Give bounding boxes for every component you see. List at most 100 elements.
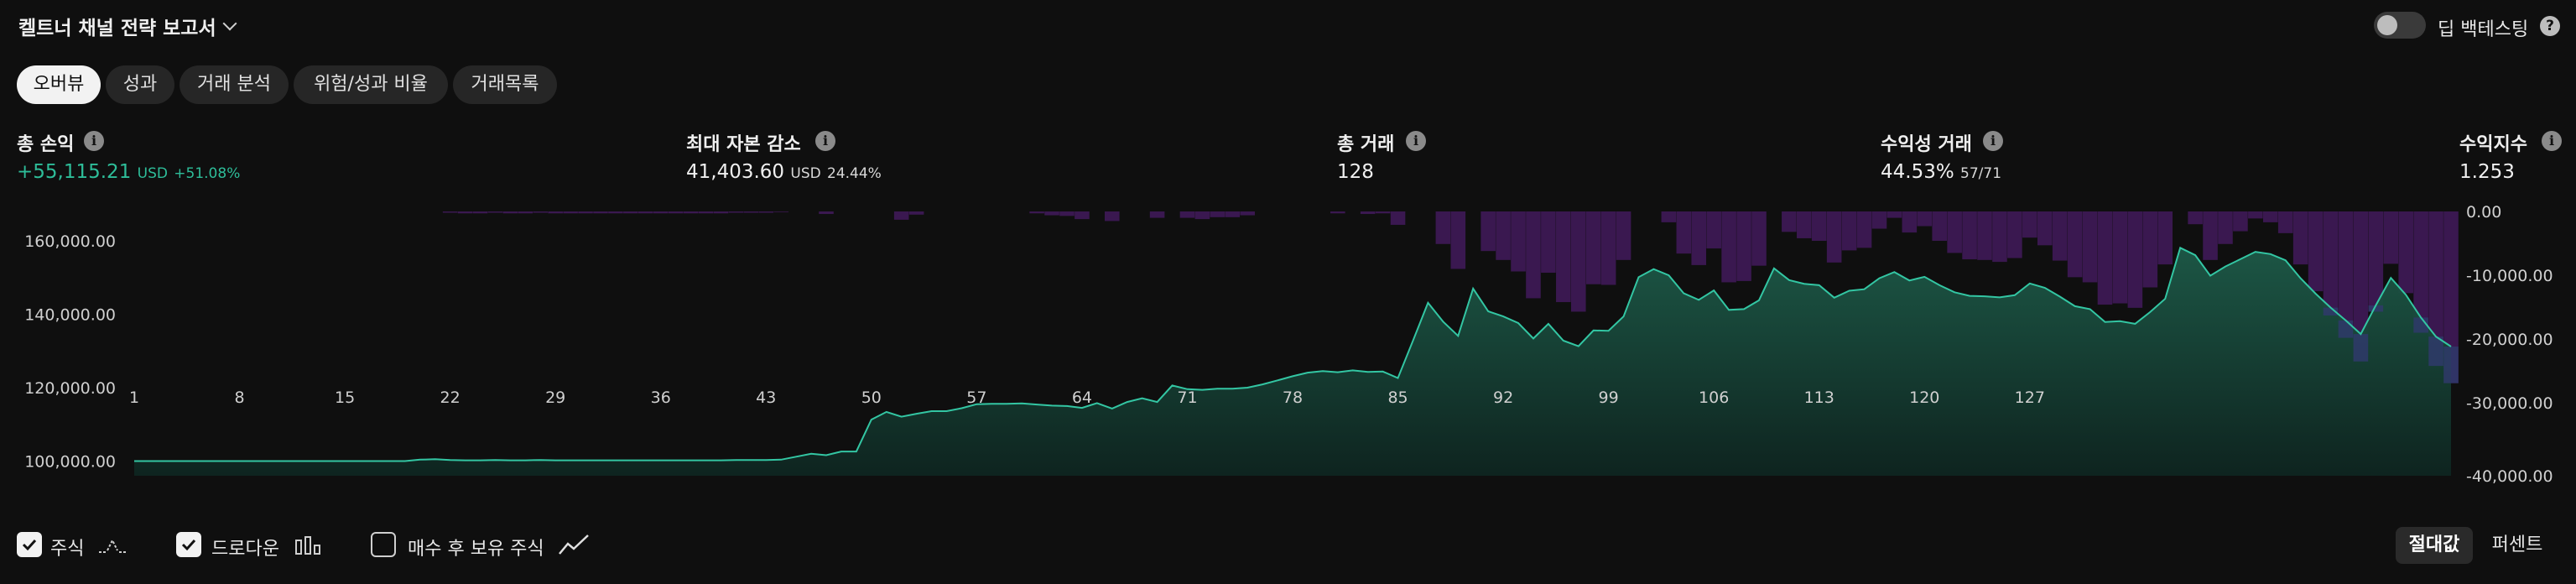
- drawdown-bar: [1556, 211, 1571, 303]
- drawdown-bar: [2007, 211, 2022, 258]
- info-icon[interactable]: i: [1983, 131, 2003, 151]
- drawdown-bar: [2218, 211, 2233, 244]
- drawdown-bar: [1526, 211, 1541, 299]
- drawdown-bar: [518, 211, 533, 214]
- drawdown-bar: [1691, 211, 1707, 265]
- total-trades-value: 128: [1337, 161, 1374, 183]
- drawdown-bar: [1721, 211, 1736, 283]
- net-profit-value: +55,115.21 USD +51.08%: [17, 161, 241, 183]
- tab-overview[interactable]: 오버뷰: [17, 65, 101, 104]
- x-tick-label: 99: [1599, 388, 1619, 407]
- drawdown-bar: [728, 211, 744, 213]
- drawdown-bar: [1570, 211, 1586, 312]
- drawdown-bar: [1917, 211, 1933, 227]
- drawdown-bar: [1330, 211, 1345, 214]
- drawdown-bar: [442, 211, 458, 213]
- profit-factor-label: 수익지수: [2459, 134, 2527, 155]
- drawdown-bar: [1481, 211, 1496, 252]
- drawdown-bar: [638, 211, 653, 214]
- tab-performance[interactable]: 성과: [106, 65, 174, 104]
- drawdown-bar: [2022, 211, 2037, 238]
- drawdown-bar: [2082, 211, 2098, 283]
- drawdown-bar: [1886, 211, 1902, 218]
- drawdown-bar: [668, 211, 684, 214]
- drawdown-bar: [2067, 211, 2083, 278]
- drawdown-bar: [502, 211, 518, 214]
- tab-risk-ratio[interactable]: 위험/성과 비율: [294, 65, 448, 104]
- drawdown-bar: [2443, 211, 2459, 383]
- drawdown-toggle-label: 드로다운: [211, 539, 279, 560]
- drawdown-bar: [1676, 211, 1692, 254]
- tab-trade-analysis[interactable]: 거래 분석: [180, 65, 289, 104]
- x-tick-label: 15: [335, 388, 355, 407]
- drawdown-checkbox[interactable]: [176, 532, 201, 557]
- info-icon[interactable]: i: [2542, 131, 2562, 151]
- drawdown-bar: [1104, 211, 1120, 222]
- profitable-trades-label: 수익성 거래: [1881, 134, 1972, 155]
- drawdown-bar: [1600, 211, 1616, 285]
- y-tick-label-right: -30,000.00: [2466, 394, 2553, 413]
- drawdown-bar: [1194, 211, 1210, 220]
- drawdown-bar: [2052, 211, 2068, 261]
- percent-button[interactable]: 퍼센트: [2491, 534, 2543, 555]
- drawdown-bar: [1059, 211, 1075, 216]
- drawdown-bar: [1450, 211, 1466, 269]
- tab-trade-list[interactable]: 거래목록: [453, 65, 557, 104]
- drawdown-bar: [1782, 211, 1797, 232]
- equity-line-icon: [99, 538, 126, 553]
- toggle-knob[interactable]: [2377, 15, 2397, 35]
- drawdown-bar: [1360, 211, 1376, 215]
- help-icon[interactable]: ?: [2540, 16, 2560, 36]
- drawdown-overlap: [2323, 305, 2459, 383]
- drawdown-bar: [1736, 211, 1751, 281]
- equity-line: [134, 246, 2452, 462]
- x-tick-label: 36: [651, 388, 671, 407]
- drawdown-bar: [2338, 211, 2354, 338]
- drawdown-bar: [563, 211, 578, 214]
- drawdown-bar: [2142, 211, 2158, 288]
- info-icon[interactable]: i: [1406, 131, 1426, 151]
- chevron-down-icon[interactable]: [222, 16, 237, 31]
- drawdown-bar: [819, 211, 834, 215]
- x-tick-label: 85: [1387, 388, 1408, 407]
- drawdown-bar: [743, 211, 759, 213]
- absolute-value-button[interactable]: 절대값: [2396, 527, 2473, 564]
- drawdown-bar: [653, 211, 669, 214]
- drawdown-bar: [2157, 211, 2173, 265]
- drawdown-bar: [698, 211, 714, 214]
- drawdown-bar: [2398, 211, 2413, 294]
- max-drawdown-label: 최대 자본 감소: [686, 134, 801, 155]
- drawdown-overlap-bar: [2323, 307, 2339, 316]
- x-tick-label: 64: [1072, 388, 1092, 407]
- drawdown-bar: [2248, 211, 2263, 219]
- info-icon[interactable]: i: [84, 131, 104, 151]
- drawdown-bar: [1947, 211, 1962, 253]
- total-trades-label: 총 거래: [1337, 134, 1395, 155]
- drawdown-bar: [1029, 211, 1044, 214]
- equity-checkbox[interactable]: [17, 532, 42, 557]
- drawdown-bar: [2383, 211, 2399, 264]
- buy-hold-checkbox[interactable]: [371, 532, 396, 557]
- drawdown-bar: [1511, 211, 1526, 272]
- drawdown-bar: [457, 211, 473, 214]
- deep-backtest-label: 딥 백테스팅: [2438, 19, 2529, 40]
- y-tick-label-left: 140,000.00: [24, 306, 116, 325]
- y-tick-label-right: -40,000.00: [2466, 467, 2553, 486]
- drawdown-bar: [1375, 211, 1391, 214]
- drawdown-bars: [442, 211, 2459, 383]
- info-icon[interactable]: i: [815, 131, 835, 151]
- drawdown-bar: [1616, 211, 1631, 260]
- x-tick-label: 78: [1283, 388, 1303, 407]
- drawdown-bar: [1902, 211, 1918, 233]
- y-axis-right: 0.00 -10,000.00 -20,000.00 -30,000.00 -40,00…: [2466, 203, 2553, 486]
- drawdown-bar: [623, 211, 638, 214]
- drawdown-bar: [2413, 211, 2428, 333]
- drawdown-bar: [593, 211, 608, 214]
- report-title[interactable]: 켈트너 채널 전략 보고서: [18, 18, 216, 39]
- drawdown-bar: [1871, 211, 1887, 229]
- equity-drawdown-chart[interactable]: 160,000.00 140,000.00 120,000.00 100,000.00…: [0, 201, 2576, 495]
- drawdown-overlap-bar: [2338, 320, 2354, 338]
- drawdown-overlap-bar: [2443, 347, 2459, 383]
- drawdown-overlap-bar: [2368, 305, 2384, 312]
- drawdown-bar: [1240, 211, 1255, 216]
